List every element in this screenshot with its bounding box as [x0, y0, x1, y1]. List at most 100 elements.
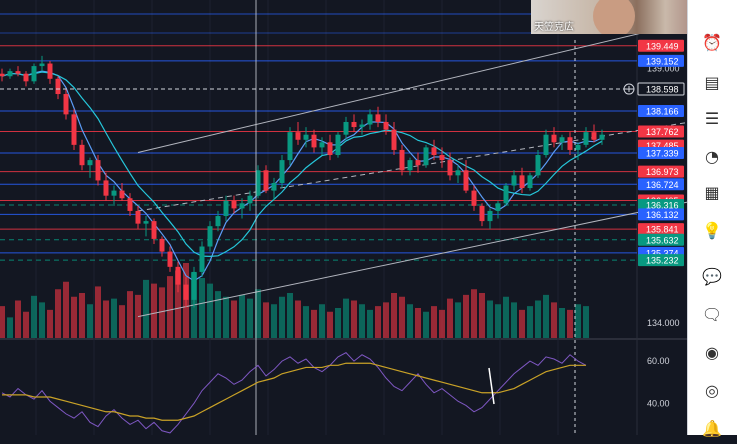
- candle-body: [431, 147, 437, 156]
- price-tag-label: 138.598: [646, 85, 679, 95]
- price-tag-label: 136.316: [646, 201, 679, 211]
- volume-bar: [535, 300, 541, 338]
- candle-body: [103, 180, 109, 196]
- calendar-icon-glyph: ▦: [704, 182, 720, 202]
- moving-average-line: [1, 70, 603, 282]
- presenter-name: 天笠克広: [534, 22, 574, 33]
- moving-average-line: [1, 71, 603, 257]
- volume-bar: [471, 289, 477, 338]
- candle-body: [175, 266, 181, 285]
- candle-body: [271, 182, 277, 191]
- hotlist-icon-glyph: ◔: [705, 146, 719, 166]
- chat-icon[interactable]: 💬: [696, 260, 728, 292]
- candle-body: [551, 134, 557, 143]
- oscillator-tick-label: 60.00: [647, 356, 670, 366]
- candle-body: [351, 121, 357, 128]
- oscillator-fast-line: [1, 352, 587, 434]
- candle-body: [15, 71, 21, 74]
- price-tag: [638, 254, 684, 267]
- candle-body: [303, 134, 309, 140]
- candle-body: [511, 175, 517, 186]
- volume-bar: [287, 293, 293, 338]
- candlesticks[interactable]: [0, 55, 605, 308]
- candle-body: [359, 124, 365, 128]
- volume-bar: [23, 311, 29, 338]
- candle-body: [0, 73, 5, 77]
- candle-body: [279, 160, 285, 183]
- candle-body: [407, 160, 413, 171]
- crosshair: [0, 0, 637, 435]
- price-tick-label: 134.000: [647, 318, 680, 328]
- hotlist-icon[interactable]: ◔: [696, 140, 728, 172]
- alarm-clock-icon[interactable]: ⏰: [696, 26, 728, 58]
- volume-bar: [567, 309, 573, 338]
- stream-icon[interactable]: ◎: [696, 374, 728, 406]
- volume-bar: [431, 306, 437, 338]
- volume-bar: [95, 286, 101, 338]
- candle-body: [47, 63, 53, 79]
- watchlist-icon[interactable]: ▤: [696, 66, 728, 98]
- candle-body: [343, 121, 349, 135]
- candle-body: [23, 73, 29, 82]
- volume-bar: [527, 306, 533, 338]
- right-toolbar: ⏰ ▤ ☰ ◔ ▦ 💡 💬 🗨 ◉ ◎ 🔔: [687, 0, 737, 438]
- notification-icon[interactable]: 🔔: [696, 412, 728, 444]
- price-tag-label: 137.485: [646, 141, 679, 151]
- price-tag-label: 136.973: [646, 167, 679, 177]
- volume-bar: [327, 311, 333, 338]
- osc-pane-bg: [0, 340, 637, 435]
- candle-body: [503, 185, 509, 204]
- volume-bar: [31, 295, 37, 338]
- candle-body: [439, 155, 445, 161]
- price-tag: [638, 199, 684, 212]
- candle-body: [527, 175, 533, 189]
- candle-body: [383, 121, 389, 130]
- volume-bar: [15, 300, 21, 338]
- broadcast-icon[interactable]: ◉: [696, 336, 728, 368]
- candle-body: [183, 284, 189, 300]
- volume-bar: [367, 309, 373, 338]
- calendar-icon[interactable]: ▦: [696, 176, 728, 208]
- volume-bar: [119, 305, 125, 338]
- volume-bar: [439, 309, 445, 338]
- comment-icon[interactable]: 🗨: [696, 298, 728, 330]
- volume-bar: [295, 300, 301, 338]
- volume-bar: [343, 298, 349, 338]
- volume-bar: [551, 302, 557, 338]
- volume-bar: [391, 293, 397, 338]
- volume-bar: [335, 308, 341, 338]
- price-tag-label: 135.374: [646, 248, 679, 258]
- trend-channel[interactable]: [137, 17, 707, 318]
- candle-body: [455, 170, 461, 176]
- news-icon[interactable]: ☰: [696, 102, 728, 134]
- candle-body: [287, 132, 293, 161]
- volume-bar: [303, 306, 309, 338]
- price-tag-label: 137.762: [646, 127, 679, 137]
- volume-bar: [383, 302, 389, 338]
- price-tag: [638, 165, 684, 178]
- volume-bar: [0, 306, 5, 338]
- price-tag-label: 139.449: [646, 41, 679, 51]
- volume-bar: [199, 278, 205, 338]
- volume-bar: [87, 304, 93, 338]
- candle-body: [567, 137, 573, 150]
- volume-bar: [143, 279, 149, 338]
- volume-bar: [55, 289, 61, 338]
- volume-bar: [407, 304, 413, 338]
- candle-body: [415, 160, 421, 166]
- price-tag: [638, 223, 684, 236]
- price-tick-label: 139.000: [647, 64, 680, 74]
- volume-bars: [0, 263, 589, 338]
- idea-lightbulb-icon[interactable]: 💡: [696, 214, 728, 246]
- candle-body: [535, 155, 541, 176]
- volume-bar: [583, 306, 589, 338]
- volume-bar: [447, 298, 453, 338]
- candle-body: [487, 210, 493, 222]
- volume-bar: [263, 302, 269, 338]
- candle-body: [311, 134, 317, 148]
- oscillator-slow-line: [2, 362, 586, 421]
- candle-body: [127, 198, 133, 211]
- horizontal-levels[interactable]: [0, 45, 637, 261]
